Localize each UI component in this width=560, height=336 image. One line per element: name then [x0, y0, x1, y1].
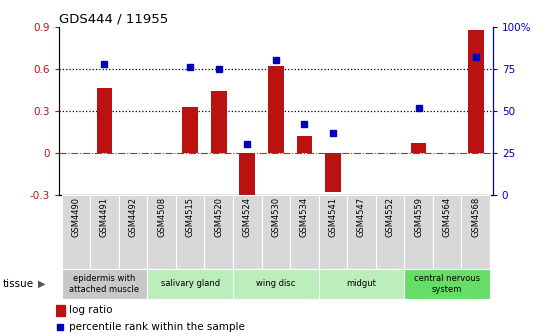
FancyBboxPatch shape: [176, 195, 204, 269]
FancyBboxPatch shape: [376, 195, 404, 269]
FancyBboxPatch shape: [147, 269, 233, 299]
Text: percentile rank within the sample: percentile rank within the sample: [69, 322, 245, 332]
Bar: [239, 153, 255, 206]
FancyBboxPatch shape: [347, 195, 376, 269]
FancyBboxPatch shape: [404, 269, 490, 299]
Text: GSM4568: GSM4568: [471, 197, 480, 237]
FancyBboxPatch shape: [319, 195, 347, 269]
Text: GSM4547: GSM4547: [357, 197, 366, 237]
FancyBboxPatch shape: [404, 195, 433, 269]
Text: GSM4508: GSM4508: [157, 197, 166, 237]
Text: GSM4520: GSM4520: [214, 197, 223, 237]
Text: GSM4530: GSM4530: [271, 197, 281, 237]
Bar: [325, 153, 340, 192]
Bar: [296, 136, 312, 153]
Text: GSM4534: GSM4534: [300, 197, 309, 237]
Text: central nervous
system: central nervous system: [414, 274, 480, 294]
Text: salivary gland: salivary gland: [161, 280, 220, 288]
FancyBboxPatch shape: [290, 195, 319, 269]
Bar: [468, 30, 483, 153]
Text: GSM4492: GSM4492: [129, 197, 138, 237]
Text: GDS444 / 11955: GDS444 / 11955: [59, 13, 168, 26]
Text: midgut: midgut: [347, 280, 376, 288]
FancyBboxPatch shape: [147, 195, 176, 269]
Text: GSM4491: GSM4491: [100, 197, 109, 237]
Text: GSM4515: GSM4515: [186, 197, 195, 237]
FancyBboxPatch shape: [90, 195, 119, 269]
Text: wing disc: wing disc: [256, 280, 296, 288]
FancyBboxPatch shape: [62, 195, 90, 269]
Text: GSM4490: GSM4490: [72, 197, 81, 237]
Text: GSM4564: GSM4564: [442, 197, 451, 237]
Text: GSM4541: GSM4541: [328, 197, 338, 237]
Bar: [56, 304, 64, 316]
Bar: [97, 88, 113, 153]
Bar: [410, 143, 426, 153]
FancyBboxPatch shape: [319, 269, 404, 299]
Bar: [183, 107, 198, 153]
Text: epidermis with
attached muscle: epidermis with attached muscle: [69, 274, 139, 294]
FancyBboxPatch shape: [233, 195, 262, 269]
FancyBboxPatch shape: [119, 195, 147, 269]
FancyBboxPatch shape: [433, 195, 461, 269]
FancyBboxPatch shape: [233, 269, 319, 299]
FancyBboxPatch shape: [461, 195, 490, 269]
FancyBboxPatch shape: [204, 195, 233, 269]
Bar: [211, 91, 227, 153]
FancyBboxPatch shape: [62, 269, 147, 299]
Text: GSM4559: GSM4559: [414, 197, 423, 237]
Text: log ratio: log ratio: [69, 305, 113, 315]
Text: tissue: tissue: [3, 279, 34, 289]
FancyBboxPatch shape: [262, 195, 290, 269]
Bar: [268, 66, 284, 153]
Text: GSM4552: GSM4552: [385, 197, 394, 237]
Text: ▶: ▶: [38, 279, 45, 289]
Text: GSM4524: GSM4524: [242, 197, 252, 237]
